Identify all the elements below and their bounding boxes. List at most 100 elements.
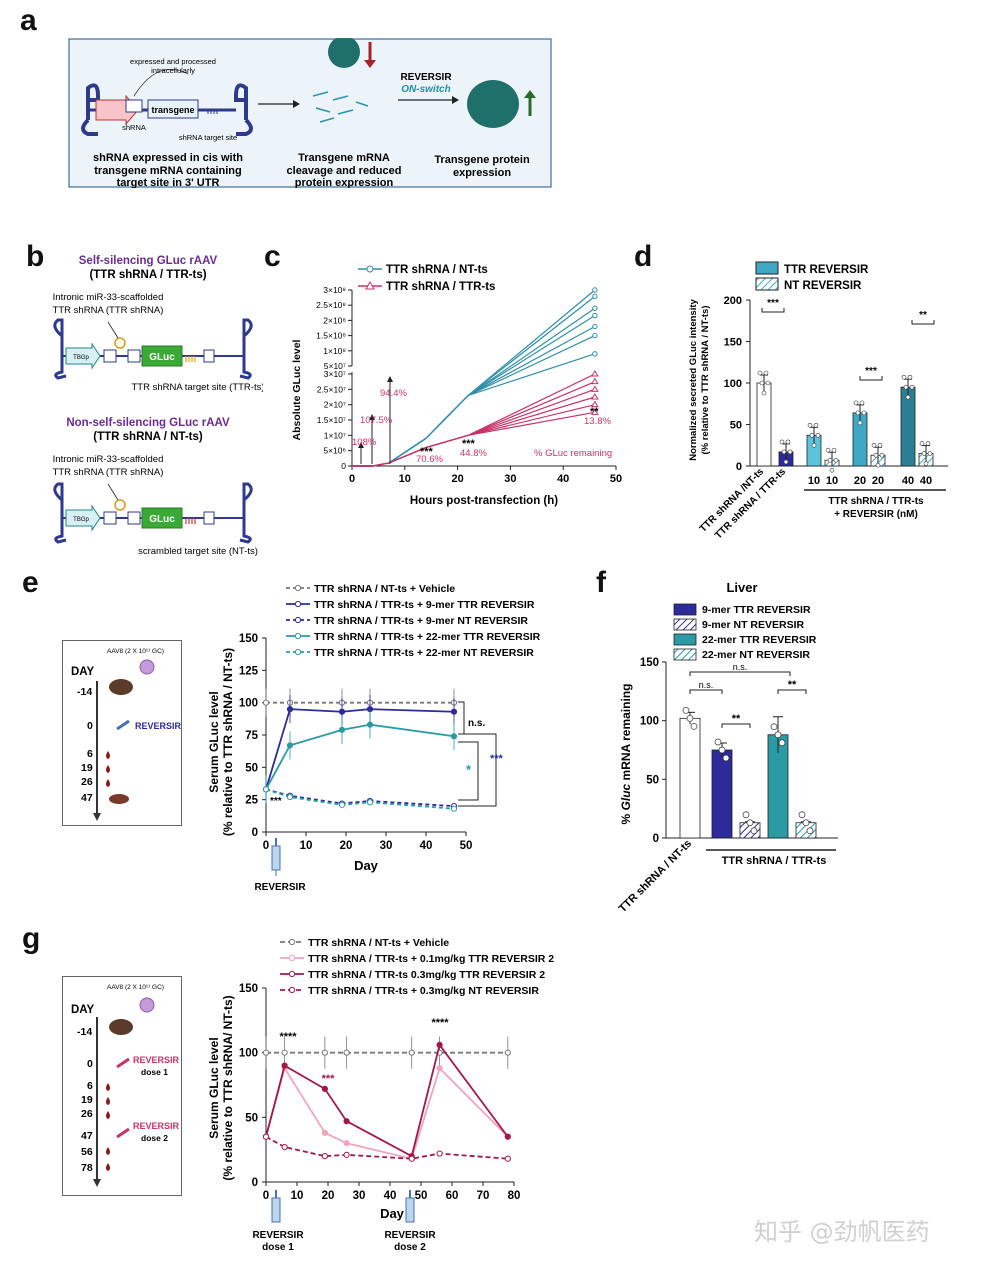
g-syringe-2 <box>405 1190 415 1223</box>
e-ytick-label: 75 <box>245 730 258 742</box>
promoter-label-1: TBGp <box>73 355 89 361</box>
d-sig-2: *** <box>865 366 877 377</box>
g-xtick-label: 40 <box>384 1190 397 1202</box>
e-point <box>450 708 458 715</box>
d-group-l2: + REVERSIR (nM) <box>834 509 918 520</box>
a-caption3-line1: Transgene protein <box>434 154 530 166</box>
c-point <box>590 370 599 377</box>
g-point <box>504 1133 511 1140</box>
gluc-label-1: GLuc <box>149 352 175 363</box>
virus-icon <box>139 997 155 1013</box>
g-sig-day19: *** <box>322 1073 336 1085</box>
e-ylabel-1: Serum GLuc level <box>207 691 221 792</box>
e-ytick-label: 25 <box>245 795 258 807</box>
g-point <box>436 1065 443 1072</box>
expressed-label: expressed and processed <box>130 57 216 66</box>
e-legend-label: TTR shRNA / TTR-ts + 22-mer NT REVERSIR <box>314 647 534 659</box>
d-ytick-label: 50 <box>730 420 742 432</box>
f-legend-label: 22-mer NT REVERSIR <box>702 649 810 661</box>
panel-label-b: b <box>26 240 45 273</box>
e-xtick-label: 10 <box>300 840 313 852</box>
b-title2: Non-self-silencing GLuc rAAV <box>66 417 230 429</box>
c-pct-44: 44.8% <box>460 448 487 459</box>
panel-label-f: f <box>596 566 606 599</box>
blood-drop-icon <box>106 1163 110 1171</box>
promoter-label-2: TBGp <box>73 517 89 523</box>
d-dot <box>813 422 819 428</box>
e-point <box>262 699 270 706</box>
c-ytick-label: 5×10⁶ <box>323 446 346 456</box>
d-ytick-label: 0 <box>736 461 742 473</box>
liver-icon <box>109 794 129 804</box>
e-ytick-label: 50 <box>245 762 258 774</box>
c-ytick-label: 0 <box>341 461 346 471</box>
e-point <box>286 706 294 713</box>
e-aav: AAV8 (2 X 10¹¹ GC) <box>107 648 164 655</box>
e-legend-label: TTR shRNA / TTR-ts + 9-mer TTR REVERSIR <box>314 599 535 611</box>
e-sig-day0: *** <box>270 796 282 807</box>
c-xticks: 0 10 20 30 40 50 <box>349 466 622 485</box>
d-dot <box>905 394 911 400</box>
g-point <box>281 1062 288 1069</box>
d-dot <box>923 461 929 466</box>
target-site-label: shRNA target site <box>179 133 237 142</box>
g-day-label: DAY <box>71 1004 95 1016</box>
itr-right <box>234 83 248 102</box>
f-ytick-label: 100 <box>640 716 659 728</box>
c-point <box>590 377 599 385</box>
f-legend-label: 9-mer TTR REVERSIR <box>702 604 811 616</box>
e-reversir-below: REVERSIR <box>254 882 306 893</box>
e-sig-9mer: *** <box>490 753 504 765</box>
e-series-line <box>265 788 455 810</box>
c-xtick-label: 40 <box>557 473 569 485</box>
g-xtick-label: 70 <box>477 1190 490 1202</box>
f-ytick-label: 0 <box>653 833 659 845</box>
g-syringe-1 <box>271 1190 281 1223</box>
e-day-6: 6 <box>87 748 93 760</box>
b-intronic2b: TTR shRNA (TTR shRNA) <box>53 467 164 478</box>
protein-high-icon <box>467 80 519 128</box>
e-point <box>338 801 346 808</box>
reversir-label: REVERSIR <box>400 72 452 83</box>
blood-drop-icon <box>106 1083 110 1091</box>
c-ytick-label: 2.5×10⁷ <box>317 384 346 394</box>
g-point <box>343 1049 350 1056</box>
c-ytick-label: 2×10⁸ <box>323 315 346 325</box>
g-xtick-label: 0 <box>263 1190 269 1202</box>
g-ytick-label: 0 <box>252 1177 258 1189</box>
on-switch-label: ON-switch <box>401 84 450 95</box>
f-dot <box>778 739 786 747</box>
d-conc-label: 20 <box>872 475 884 487</box>
g-point <box>262 1049 270 1056</box>
e-yticks: 0 25 50 75 100 125 150 <box>239 633 266 839</box>
f-legend-swatch <box>673 618 697 631</box>
a-caption2-line1: Transgene mRNA <box>298 152 390 164</box>
f-legend-label: 9-mer NT REVERSIR <box>702 619 805 631</box>
c-point <box>592 323 598 330</box>
e-ytick-label: 0 <box>252 827 258 839</box>
g-xtick-label: 50 <box>415 1190 428 1202</box>
d-bar <box>756 382 772 467</box>
syringe-icon <box>116 1057 130 1069</box>
g-dose2: dose 2 <box>141 1133 168 1143</box>
e-legend-label: TTR shRNA / NT-ts + Vehicle <box>314 583 455 595</box>
a-caption1-line1: shRNA expressed in cis with <box>93 152 243 164</box>
d-ytick-label: 100 <box>724 378 742 390</box>
virus-icon <box>139 659 155 675</box>
d-dot <box>757 370 763 376</box>
d-dot <box>875 462 881 468</box>
d-dot <box>871 442 877 448</box>
d-yticks: 0 50 100 150 200 <box>724 295 750 473</box>
g-point <box>436 1041 443 1049</box>
g-xtick-label: 20 <box>322 1190 335 1202</box>
mouse-icon <box>109 1019 133 1035</box>
g-day-78: 78 <box>81 1162 93 1174</box>
g-ytick-label: 150 <box>239 983 258 995</box>
e-point <box>286 742 294 749</box>
syringe-icon <box>116 719 130 731</box>
panel-label-d: d <box>634 240 653 273</box>
g-ytick-label: 50 <box>245 1112 258 1124</box>
g-point <box>343 1151 350 1158</box>
f-sig-ns: n.s. <box>699 680 714 690</box>
b-intronic1: Intronic miR-33-scaffolded <box>53 292 164 303</box>
